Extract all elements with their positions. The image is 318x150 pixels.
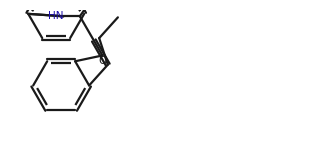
Text: HN: HN xyxy=(48,11,63,21)
Text: O: O xyxy=(98,56,107,66)
